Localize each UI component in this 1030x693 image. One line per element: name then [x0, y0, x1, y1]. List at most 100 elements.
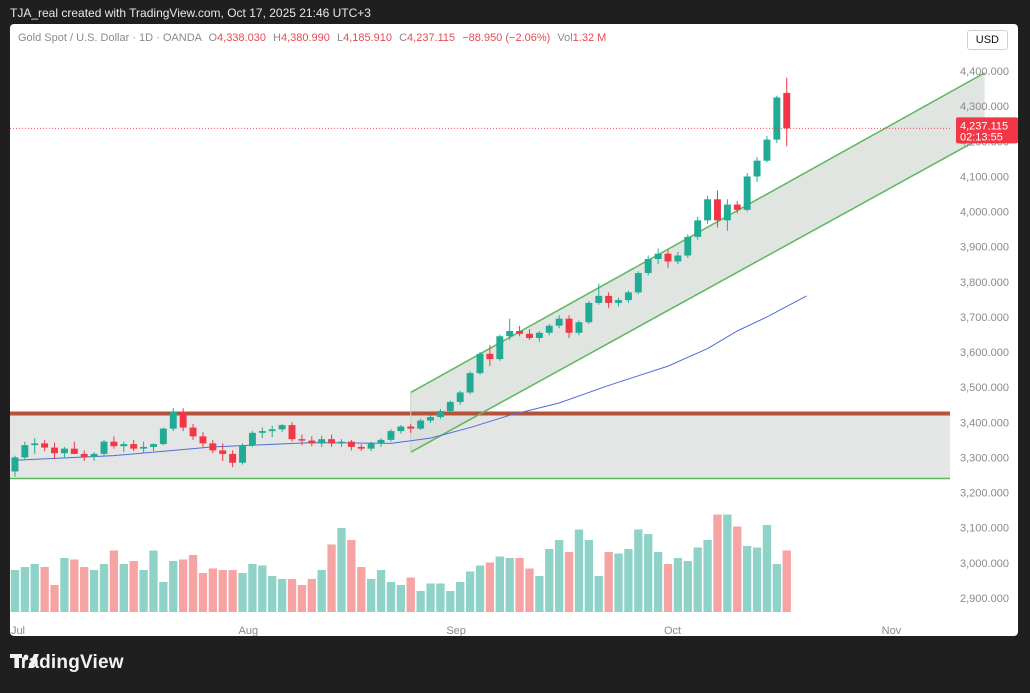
change-value: −88.950 (−2.06%) [462, 32, 551, 44]
volume-bar [416, 591, 425, 612]
volume-bar [287, 579, 297, 612]
volume-bar [495, 556, 504, 612]
x-tick-label: Oct [664, 625, 681, 636]
candle-body [288, 425, 296, 440]
volume-bar [109, 550, 119, 612]
volume-bar [594, 576, 603, 612]
y-tick-label: 3,900.000 [960, 242, 1009, 254]
y-tick-label: 2,900.000 [960, 593, 1009, 605]
candle-body [526, 333, 533, 339]
candle-body [446, 401, 454, 412]
candle-body [209, 443, 217, 451]
candle-body [753, 160, 761, 177]
symbol-name: Gold Spot / U.S. Dollar · 1D · OANDA [18, 32, 202, 44]
candle-body [456, 392, 464, 402]
volume-bar [713, 514, 722, 612]
volume-bar [653, 552, 663, 612]
volume-bar [446, 591, 455, 612]
y-tick-label: 3,100.000 [960, 523, 1009, 535]
candle-body [159, 428, 167, 445]
currency-button[interactable]: USD [966, 30, 1008, 50]
close-label: C [399, 32, 408, 44]
open-label: O [208, 32, 218, 44]
volume-bar [327, 544, 336, 612]
candle-body [694, 220, 702, 237]
y-tick-label: 4,000.000 [960, 207, 1009, 219]
candle-body [605, 295, 613, 303]
volume-bar [347, 540, 356, 612]
candle-body [684, 236, 692, 256]
volume-bar [30, 564, 39, 612]
price-chart[interactable]: 2,900.000 3,000.000 3,100.000 3,200.000 3,30… [10, 24, 1018, 636]
volume-bar [188, 555, 198, 612]
tradingview-brand: TradingView [10, 652, 124, 674]
volume-bar [50, 585, 59, 612]
candle-body [664, 253, 672, 262]
candle-body [763, 139, 771, 161]
candle-body [674, 255, 682, 262]
volume-bar [426, 583, 435, 612]
candle-body [545, 325, 553, 333]
candle-body [615, 300, 622, 303]
volume-bar [535, 576, 544, 612]
volume-bar [743, 546, 752, 612]
candle-body [634, 273, 642, 293]
volume-bar [693, 547, 702, 612]
volume-bar [179, 559, 188, 612]
countdown-label: 02:13:55 [960, 131, 1003, 143]
volume-bar [208, 568, 217, 612]
candle-body [60, 448, 68, 454]
volume-bar [70, 559, 79, 612]
candle-body [397, 426, 405, 432]
volume-bar [436, 583, 445, 612]
high-label: H [273, 32, 281, 44]
volume-bar [624, 549, 633, 612]
y-tick-label: 4,100.000 [960, 171, 1009, 183]
volume-bar [376, 570, 386, 612]
candle-body [328, 439, 336, 444]
candle-body [179, 411, 187, 428]
candle-body [585, 302, 593, 323]
candle-body [555, 318, 563, 326]
candle-body [575, 322, 583, 333]
candle-body [357, 446, 365, 449]
volume-bar [614, 553, 623, 612]
y-tick-label: 3,500.000 [960, 382, 1009, 394]
volume-bar [169, 561, 178, 612]
x-tick-label: Sep [446, 625, 466, 636]
candle-body [219, 450, 227, 454]
candle-body [11, 457, 19, 472]
volume-bar [228, 570, 237, 612]
volume-bar [357, 567, 366, 612]
volume-value: 1.32 M [572, 32, 607, 44]
x-tick-label: Jul [11, 625, 25, 636]
open-value: 4,338.030 [217, 32, 266, 44]
volume-bar [20, 567, 29, 612]
volume-bar [396, 585, 405, 612]
y-tick-label: 3,000.000 [960, 558, 1009, 570]
candle-body [248, 432, 256, 446]
volume-bar [673, 558, 683, 612]
candle-body [31, 443, 39, 446]
candle-body [436, 411, 444, 418]
candle-body [476, 353, 484, 374]
volume-label: Vol [557, 32, 573, 44]
candle-body [338, 441, 345, 444]
candle-body [70, 448, 78, 454]
current-price-label: 4,237.115 [960, 120, 1008, 132]
channel-fill [410, 72, 985, 453]
attribution-text: TJA_real created with TradingView.com, O… [10, 6, 371, 20]
candle-body [535, 332, 543, 339]
volume-bar [386, 582, 396, 612]
volume-bar [762, 525, 772, 612]
volume-bar [119, 564, 128, 612]
candle-body [427, 417, 434, 421]
candle-body [110, 441, 118, 447]
volume-bar [475, 565, 485, 612]
chart-panel[interactable]: 2,900.000 3,000.000 3,100.000 3,200.000 3,30… [10, 24, 1018, 636]
symbol-legend: Gold Spot / U.S. Dollar · 1D · OANDA O4,… [18, 32, 606, 44]
candle-body [258, 431, 266, 433]
volume-bar [584, 540, 593, 612]
volume-bar [525, 568, 534, 612]
candle-body [100, 441, 108, 454]
